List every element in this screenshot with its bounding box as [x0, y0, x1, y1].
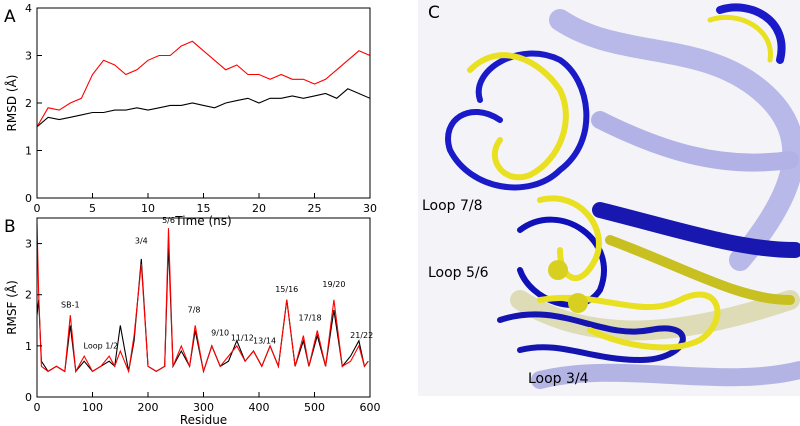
x-axis-label: Time (ns): [174, 214, 231, 228]
y-tick-label: 2: [25, 97, 32, 110]
y-tick-label: 0: [25, 192, 32, 205]
y-axis-label: RMSD (Å): [4, 75, 19, 132]
x-tick-label: 25: [308, 202, 322, 215]
ion-sphere: [548, 260, 568, 280]
x-tick-label: 500: [304, 401, 325, 414]
annotation: 11/12: [231, 334, 254, 343]
x-tick-label: 100: [82, 401, 103, 414]
x-tick-label: 0: [34, 202, 41, 215]
ion-sphere: [568, 293, 588, 313]
annotation: 9/10: [211, 329, 229, 338]
annotation: 13/14: [253, 336, 276, 345]
data-line: [37, 40, 370, 128]
annotation: 21/22: [350, 331, 373, 340]
annotation: Loop 1/2: [84, 341, 119, 350]
x-axis-label: Residue: [180, 413, 227, 426]
loop-label: Loop 3/4: [528, 371, 589, 387]
y-tick-label: 0: [25, 391, 32, 404]
y-tick-label: 3: [25, 50, 32, 63]
y-tick-label: 3: [25, 238, 32, 251]
y-tick-label: 1: [25, 340, 32, 353]
data-line: [37, 223, 369, 374]
data-line: [37, 88, 370, 128]
x-tick-label: 20: [252, 202, 266, 215]
y-tick-label: 2: [25, 289, 32, 302]
x-tick-label: 0: [34, 401, 41, 414]
data-line: [37, 243, 369, 374]
annotation: SB-1: [61, 301, 80, 310]
annotation: 7/8: [188, 306, 201, 315]
panel-label: C: [428, 3, 440, 23]
loop-label: Loop 5/6: [428, 265, 489, 281]
x-tick-label: 10: [141, 202, 155, 215]
structure-panel: C Loop 7/8 Loop 5/6 Loop 3/4: [418, 0, 800, 396]
loop-label: Loop 7/8: [422, 198, 483, 214]
x-tick-label: 5: [89, 202, 96, 215]
annotation: 5/6: [162, 216, 175, 225]
annotation: 3/4: [135, 237, 148, 246]
x-tick-label: 200: [138, 401, 159, 414]
annotation: 15/16: [275, 285, 298, 294]
x-tick-label: 600: [360, 401, 381, 414]
x-tick-label: 300: [193, 401, 214, 414]
plot-frame: [36, 7, 371, 199]
y-tick-label: 4: [25, 2, 32, 15]
y-tick-label: 1: [25, 145, 32, 158]
x-tick-label: 30: [363, 202, 377, 215]
x-tick-label: 400: [249, 401, 270, 414]
panel-label: A: [4, 7, 16, 27]
panel-label: B: [4, 217, 16, 237]
x-tick-label: 15: [197, 202, 211, 215]
annotation: 19/20: [322, 280, 345, 289]
annotation: 17/18: [299, 313, 322, 322]
y-axis-label: RMSF (Å): [4, 280, 19, 335]
